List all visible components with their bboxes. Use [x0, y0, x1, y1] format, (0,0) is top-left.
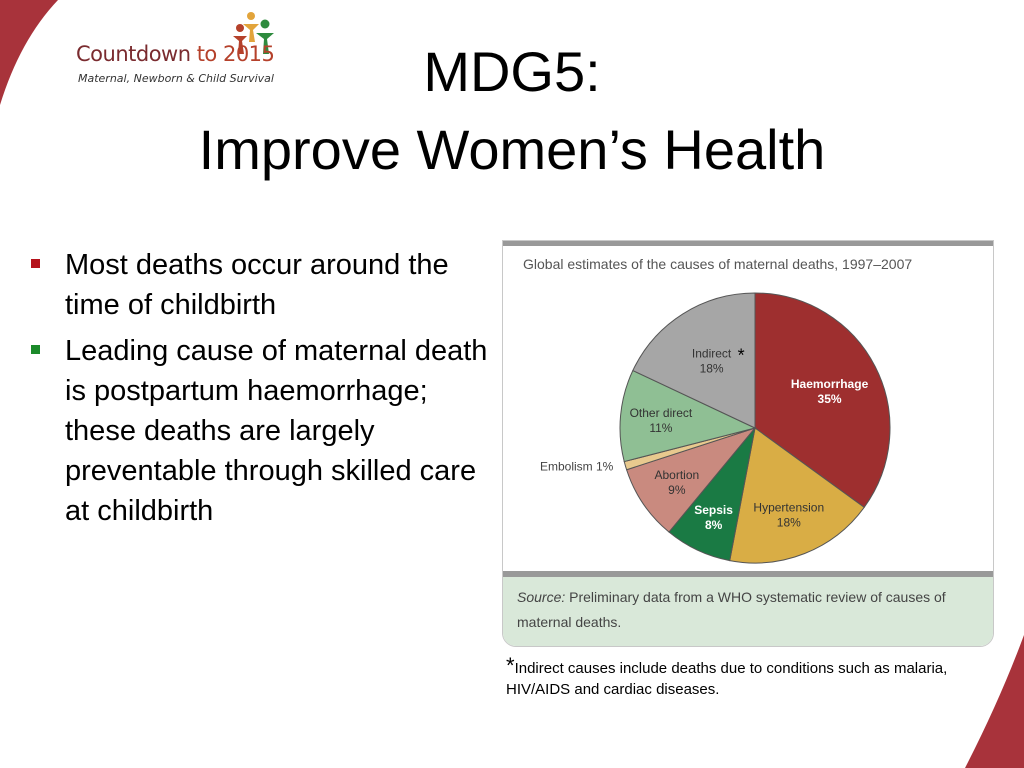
pie-value-indirect: 18%: [700, 362, 724, 376]
pie-label-other-direct: Other direct: [630, 406, 693, 420]
family-figures-icon: [233, 12, 274, 54]
pie-value-other-direct: 11%: [649, 421, 672, 435]
bullet-text: Most deaths occur around the time of chi…: [65, 249, 449, 321]
pie-chart: Haemorrhage35%Hypertension18%Sepsis8%Abo…: [540, 292, 891, 564]
pie-label-indirect: Indirect: [692, 347, 732, 361]
bullet-item: Most deaths occur around the time of chi…: [28, 245, 493, 325]
pie-slice-other-direct: [619, 369, 757, 463]
countdown-logo: Countdown to 2015 Maternal, Newborn & Ch…: [76, 10, 316, 90]
logo-title: Countdown to 2015: [76, 42, 275, 66]
pie-label-abortion: Abortion: [654, 468, 699, 482]
bullet-square-icon: [31, 259, 40, 268]
chart-title: Global estimates of the causes of matern…: [523, 256, 913, 272]
chart-panel: Global estimates of the causes of matern…: [502, 240, 994, 647]
slide-title-line-2: Improve Women’s Health: [198, 118, 826, 181]
slide-title-line-1: MDG5:: [423, 40, 601, 103]
pie-value-abortion: 9%: [668, 483, 686, 497]
bullet-square-icon: [31, 345, 40, 354]
logo-title-main: Countdown: [76, 42, 197, 66]
pie-label-sepsis: Sepsis: [694, 503, 733, 517]
logo-subtitle: Maternal, Newborn & Child Survival: [78, 72, 274, 85]
pie-value-sepsis: 8%: [705, 518, 723, 532]
pie-slice-hypertension: [729, 427, 865, 564]
footnote-star: *: [506, 653, 515, 678]
pie-label-hypertension: Hypertension: [753, 500, 824, 514]
panel-top-bar: [503, 241, 993, 246]
pie-slice-haemorrhage: [754, 292, 891, 509]
bullet-text: Leading cause of maternal death is postp…: [65, 335, 488, 527]
source-label: Source:: [517, 589, 566, 605]
pie-value-hypertension: 18%: [777, 515, 801, 529]
pie-slice-indirect: [632, 292, 756, 429]
bullet-list: Most deaths occur around the time of chi…: [28, 245, 493, 537]
logo-title-year: to 2015: [196, 42, 275, 66]
source-body: Preliminary data from a WHO systematic r…: [517, 589, 946, 630]
footnote: *Indirect causes include deaths due to c…: [506, 655, 986, 700]
source-box: Source: Preliminary data from a WHO syst…: [503, 577, 993, 646]
pie-marker-indirect: *: [738, 346, 745, 366]
pie-label-embolism: Embolism 1%: [540, 460, 614, 474]
bullet-item: Leading cause of maternal death is postp…: [28, 331, 493, 531]
source-text: Source: Preliminary data from a WHO syst…: [517, 585, 979, 635]
panel-divider-bar: [503, 571, 993, 577]
pie-label-haemorrhage: Haemorrhage: [791, 377, 869, 391]
footnote-text: Indirect causes include deaths due to co…: [506, 660, 948, 698]
pie-value-haemorrhage: 35%: [818, 392, 842, 406]
